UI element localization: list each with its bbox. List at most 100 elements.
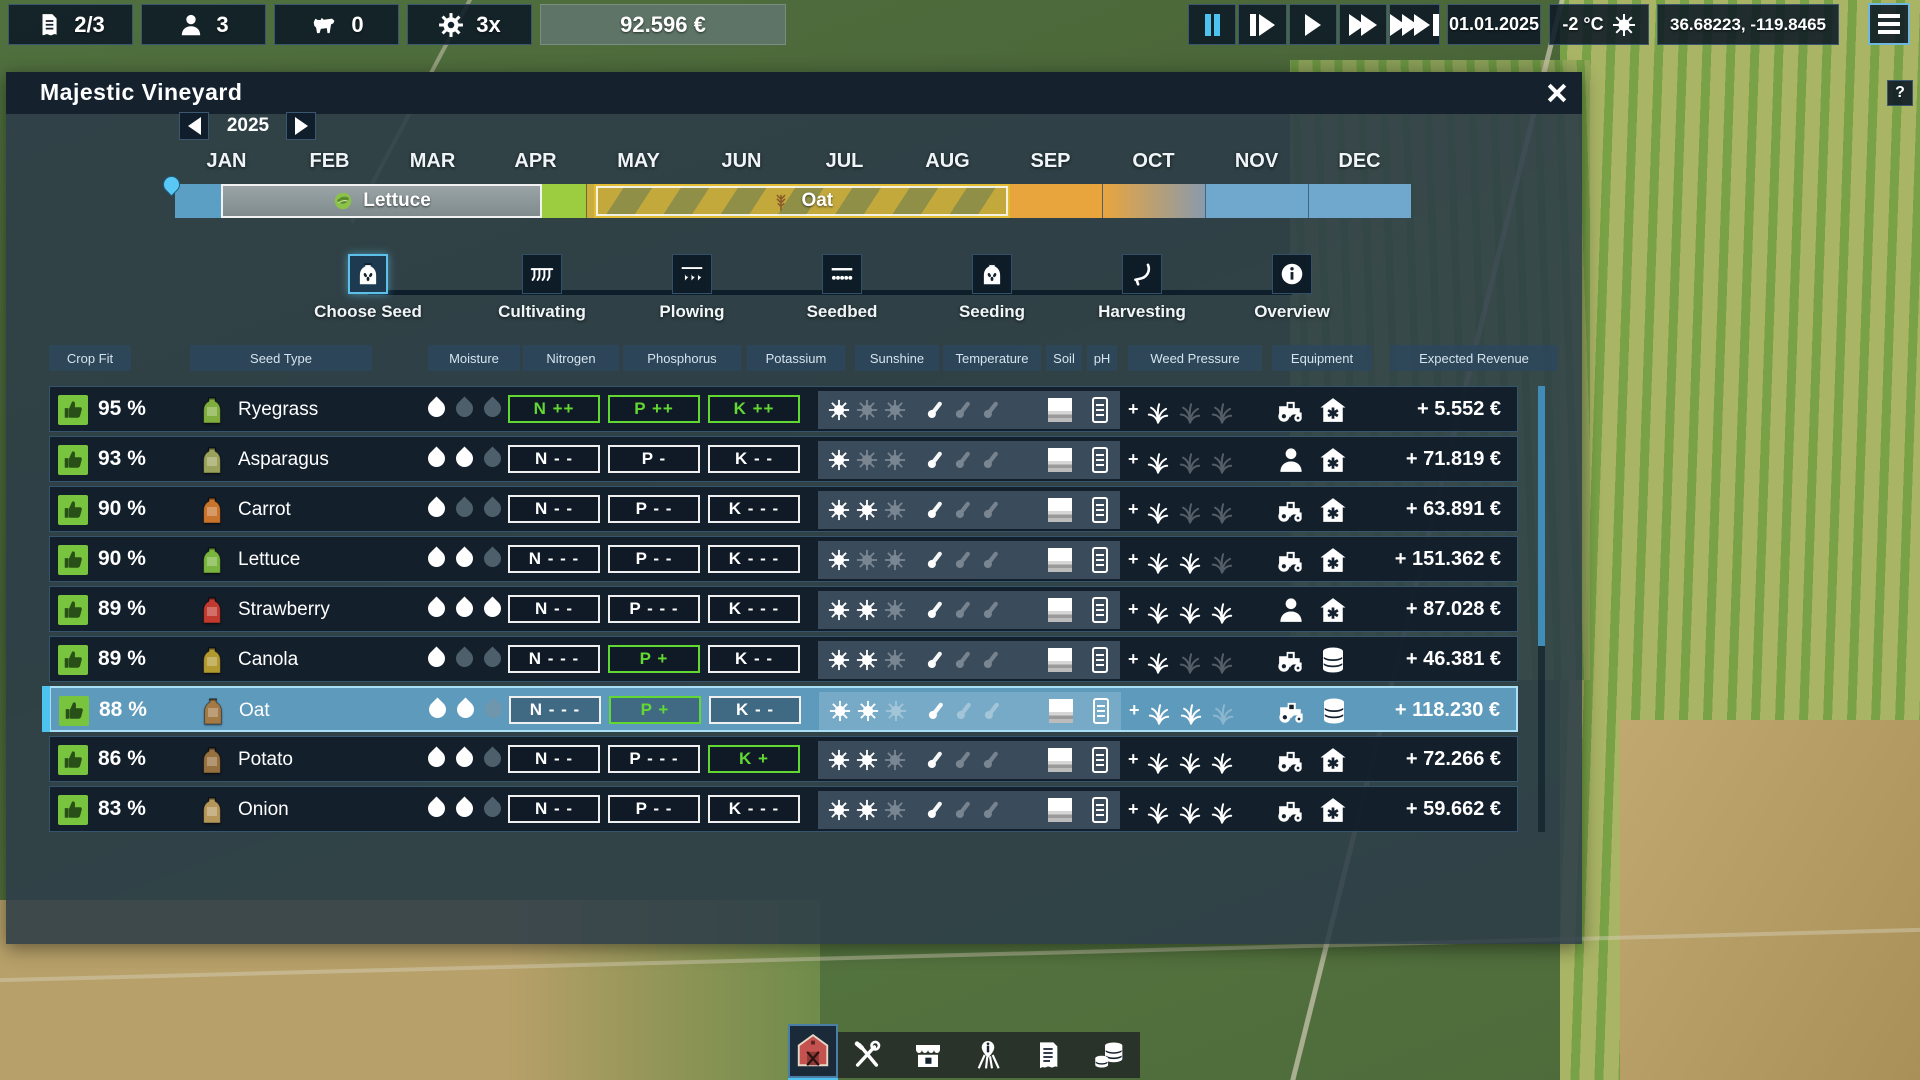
weed-grass-icon: [1144, 645, 1172, 675]
expected-revenue: + 87.028 €: [1405, 598, 1501, 620]
contracts-count: 2/3: [74, 11, 105, 37]
fast-forward-button[interactable]: [1338, 4, 1387, 45]
seed-bag-icon[interactable]: [348, 254, 388, 294]
month-label: JUN: [721, 150, 762, 172]
scrollbar-thumb[interactable]: [1538, 386, 1545, 646]
workers-stat[interactable]: 3: [141, 4, 266, 45]
field-info-button[interactable]: [972, 1038, 1006, 1072]
shop-menu-button[interactable]: [912, 1038, 946, 1072]
crop-row[interactable]: 86 % Potato N - - P - - - K + + + 7: [49, 736, 1518, 782]
pause-button[interactable]: [1188, 4, 1237, 45]
seed-bag-icon[interactable]: [972, 254, 1012, 294]
soil-icon: [1048, 798, 1072, 822]
crop-fit-thumb-icon: [58, 595, 88, 625]
plow-icon[interactable]: [672, 254, 712, 294]
sunshine-icon: [884, 799, 906, 821]
previous-year-button[interactable]: [179, 112, 209, 140]
bottom-toolbar-strip: [838, 1032, 1140, 1078]
phosphorus-badge: P +: [608, 645, 700, 673]
moisture-droplet-icon: [480, 496, 505, 521]
crop-row[interactable]: 88 % Oat N - - - P + K - - + + 118.: [42, 686, 1518, 732]
contracts-stat[interactable]: 2/3: [8, 4, 133, 45]
weed-grass-icon: [1144, 545, 1172, 575]
fastest-forward-button[interactable]: [1389, 4, 1440, 45]
temperature-icon: [977, 696, 1008, 727]
step-play-button[interactable]: [1238, 4, 1287, 45]
month-label: NOV: [1234, 150, 1279, 172]
seedbed-icon[interactable]: [822, 254, 862, 294]
crop-row[interactable]: 89 % Strawberry N - - P - - - K - - - +: [49, 586, 1518, 632]
process-step: Seeding: [917, 254, 1067, 322]
timeline-month-segment: [1101, 184, 1205, 218]
process-step: Seedbed: [767, 254, 917, 322]
cultivator-icon[interactable]: [522, 254, 562, 294]
next-year-button[interactable]: [286, 112, 316, 140]
weed-grass-icon: [1176, 395, 1204, 425]
crop-row[interactable]: 95 % Ryegrass N ++ P ++ K ++ + + 5.: [49, 386, 1518, 432]
crop-row[interactable]: 90 % Carrot N - - P - - K - - - + +: [49, 486, 1518, 532]
month-label: JAN: [206, 150, 247, 172]
menu-button[interactable]: [1868, 3, 1910, 45]
crop-fit-thumb-icon: [58, 495, 88, 525]
crop-row[interactable]: 90 % Lettuce N - - - P - - K - - - +: [49, 536, 1518, 582]
build-menu-button[interactable]: [851, 1038, 885, 1072]
weed-grass-icon: [1208, 745, 1236, 775]
soil-icon: [1048, 398, 1072, 422]
info-icon[interactable]: [1272, 254, 1312, 294]
sunshine-icon: [856, 649, 878, 671]
crop-fit-thumb-icon: [58, 545, 88, 575]
weed-plus-sign: +: [1128, 499, 1139, 519]
contracts-menu-button[interactable]: [1032, 1038, 1066, 1072]
moisture-droplet-icon: [452, 446, 477, 471]
harvester-icon[interactable]: [1122, 254, 1162, 294]
crop-fit-value: 89 %: [98, 597, 146, 620]
weed-pressure-indicator: +: [1128, 543, 1258, 577]
moisture-droplet-icon: [424, 446, 449, 471]
crop-row[interactable]: 89 % Canola N - - - P + K - - + + 4: [49, 636, 1518, 682]
sunshine-icon: [884, 649, 906, 671]
weed-grass-icon: [1176, 745, 1204, 775]
close-icon[interactable]: [1542, 78, 1572, 108]
barn-icon: [1318, 595, 1348, 625]
farm-menu-button[interactable]: [788, 1024, 838, 1078]
step-label: Harvesting: [1098, 302, 1186, 321]
column-header: Weed Pressure: [1128, 345, 1262, 371]
crop-fit-value: 95 %: [98, 397, 146, 420]
farm-menu-active-indicator: [788, 1078, 838, 1080]
step-label: Cultivating: [498, 302, 586, 321]
play-button[interactable]: [1288, 4, 1337, 45]
speed-stat[interactable]: 3x: [407, 4, 532, 45]
coordinates-display: 36.68223, -119.8465: [1657, 4, 1839, 45]
help-button[interactable]: ?: [1887, 80, 1913, 106]
table-scrollbar: [1538, 386, 1545, 832]
phosphorus-badge: P - - -: [608, 745, 700, 773]
sunshine-icon: [885, 700, 907, 722]
sunshine-icon: [884, 549, 906, 571]
crop-row[interactable]: 83 % Onion N - - P - - K - - - + +: [49, 786, 1518, 832]
crop-fit-thumb-icon: [58, 745, 88, 775]
crop-name: Canola: [238, 649, 299, 670]
timeline-crop-oat[interactable]: Oat: [594, 184, 1010, 218]
moisture-droplet-icon: [452, 496, 477, 521]
barn-icon: [1318, 495, 1348, 525]
animals-stat[interactable]: 0: [274, 4, 399, 45]
sunshine-icon: [828, 799, 850, 821]
potassium-badge: K - -: [708, 645, 800, 673]
potassium-badge: K - - -: [708, 795, 800, 823]
process-step: Overview: [1217, 254, 1367, 322]
sunshine-icon: [856, 399, 878, 421]
temperature-icon: [976, 545, 1007, 576]
crop-bar-label: Oat: [801, 190, 834, 211]
process-step: Choose Seed: [293, 254, 443, 322]
phosphorus-badge: P - -: [608, 545, 700, 573]
money-value: 92.596 €: [620, 11, 706, 37]
crop-row[interactable]: 93 % Asparagus N - - P - K - - + +: [49, 436, 1518, 482]
sunshine-icon: [828, 599, 850, 621]
timeline-crop-lettuce[interactable]: Lettuce: [220, 184, 543, 218]
potassium-badge: K - - -: [708, 595, 800, 623]
sunshine-icon: [828, 549, 850, 571]
timeline-month-segment: [1204, 184, 1308, 218]
nitrogen-badge: N - -: [508, 795, 600, 823]
weed-grass-icon: [1145, 696, 1173, 726]
finances-menu-button[interactable]: [1093, 1038, 1127, 1072]
